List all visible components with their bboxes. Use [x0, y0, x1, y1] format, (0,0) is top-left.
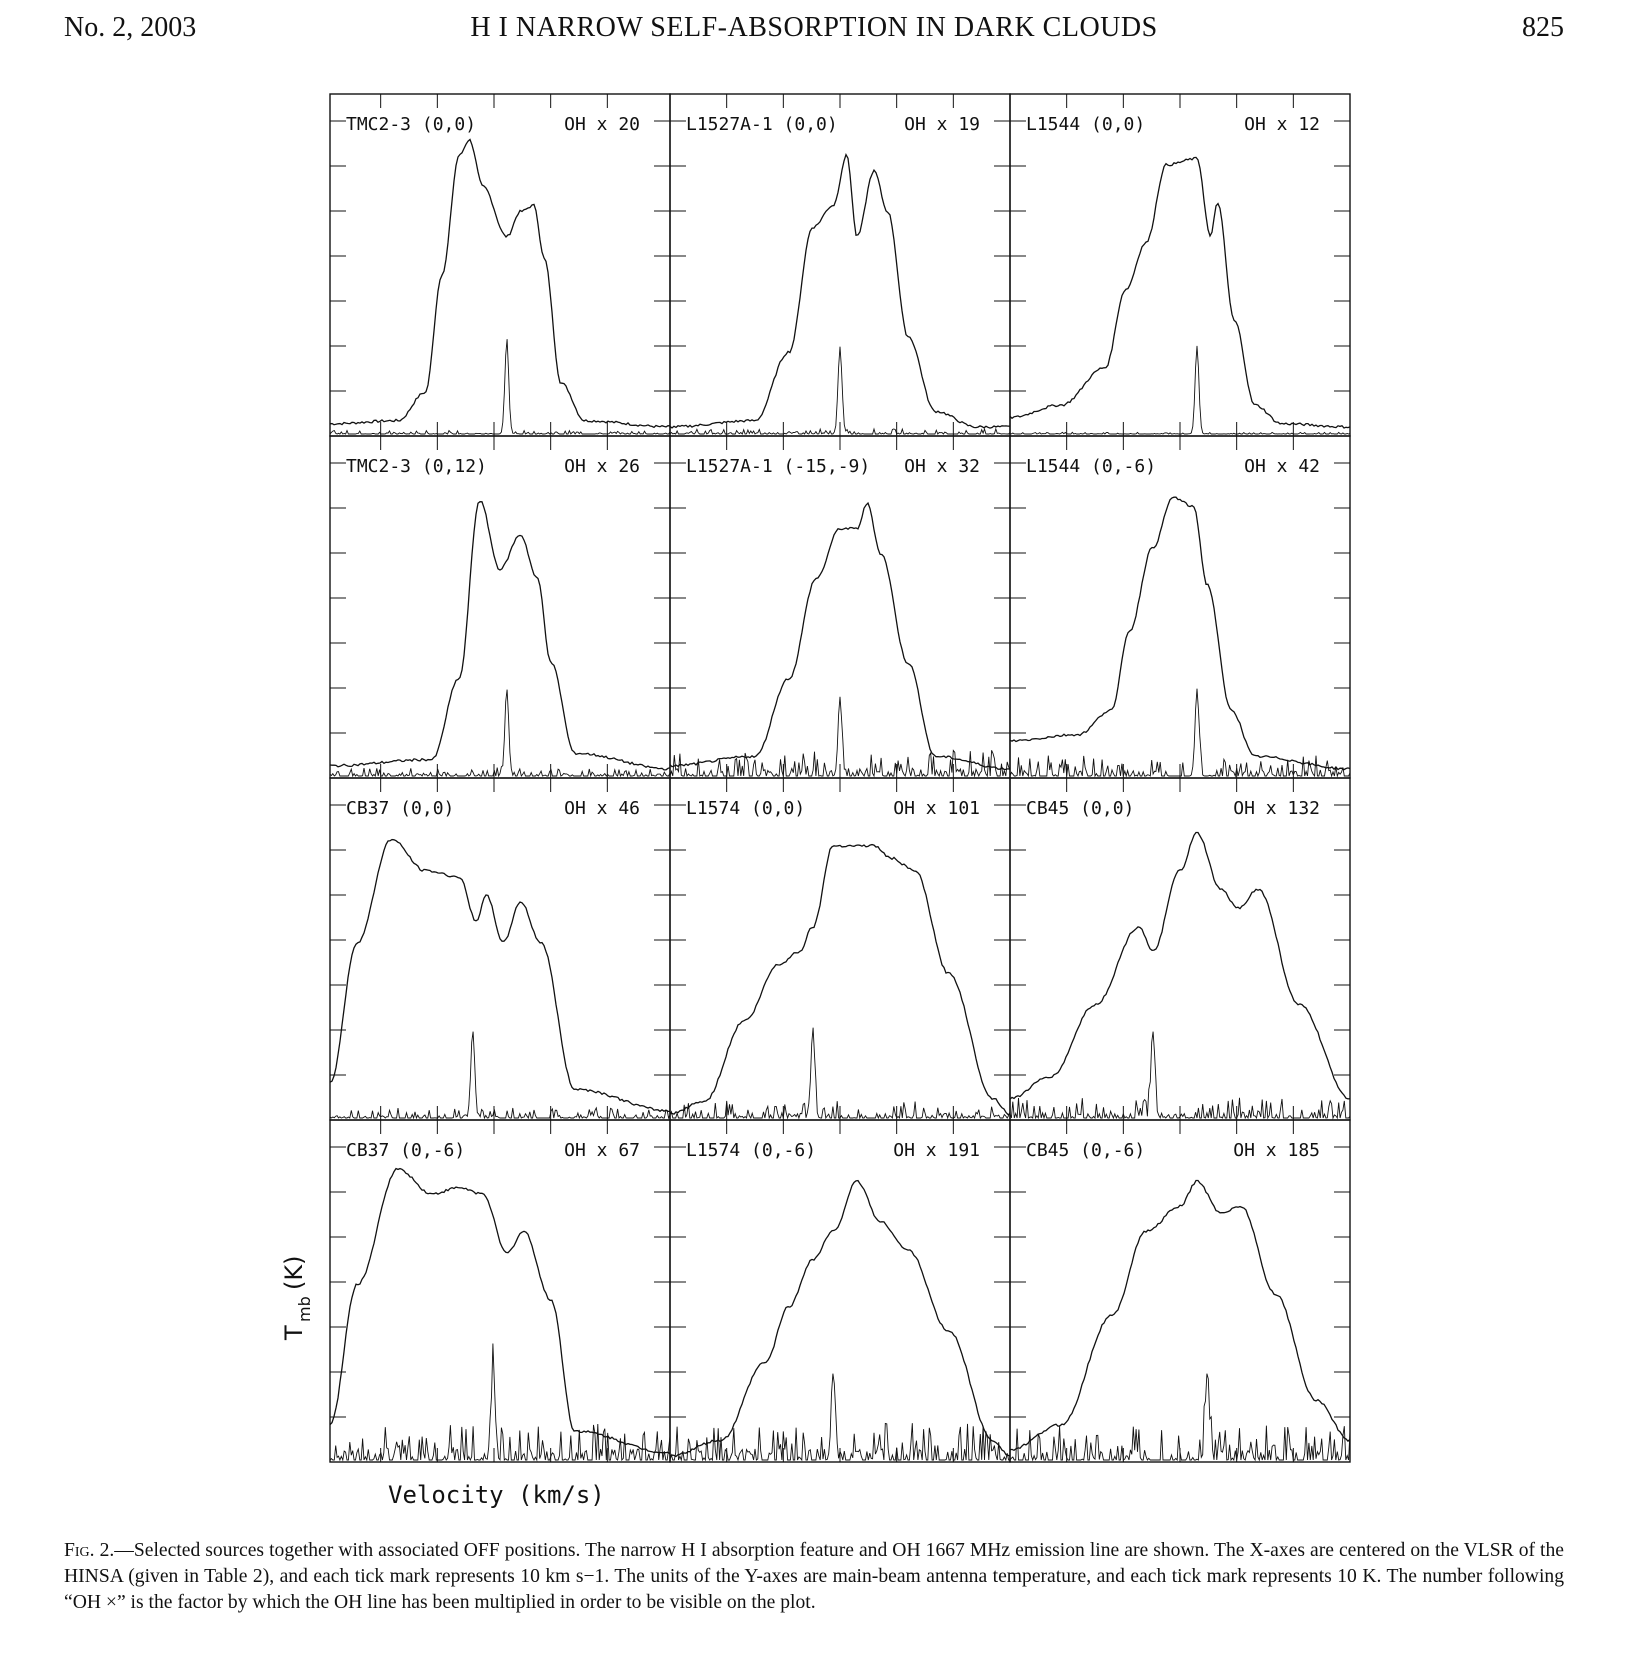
- panel-oh-factor-label: OH x 42: [1244, 456, 1320, 477]
- article-title: H I NARROW SELF-ABSORPTION IN DARK CLOUD…: [470, 12, 1158, 43]
- caption-text: —Selected sources together with associat…: [64, 1540, 1564, 1613]
- hi-profile-line: [1009, 831, 1351, 1100]
- x-axis-label: Velocity (km/s): [388, 1481, 605, 1509]
- panel-oh-factor-label: OH x 19: [904, 114, 980, 135]
- spectrum-panel: L1527A-1 (0,0) OH x 19: [669, 93, 1011, 437]
- panel-source-label: CB37 (0,0): [346, 798, 454, 819]
- panel-frame: [329, 777, 671, 1121]
- hi-profile-line: [329, 138, 671, 429]
- spectrum-panel: TMC2-3 (0,0) OH x 20: [329, 93, 671, 437]
- y-axis-label-main: T: [280, 1325, 308, 1341]
- panel-oh-factor-label: OH x 46: [564, 798, 640, 819]
- hi-profile-line: [329, 1167, 671, 1455]
- panel-frame: [669, 1119, 1011, 1463]
- panel-oh-factor-label: OH x 32: [904, 456, 980, 477]
- oh-emission-line: [1009, 1373, 1351, 1462]
- panel-frame: [1009, 1119, 1351, 1463]
- oh-emission-line: [329, 1031, 671, 1120]
- panel-source-label: L1527A-1 (-15,-9): [686, 456, 870, 477]
- spectrum-panel: TMC2-3 (0,12) OH x 26: [329, 435, 671, 779]
- panel-source-label: CB45 (0,-6): [1026, 1140, 1145, 1161]
- y-axis-label-unit: (K): [280, 1256, 308, 1290]
- oh-emission-line: [329, 1343, 671, 1462]
- panel-source-label: TMC2-3 (0,0): [346, 114, 476, 135]
- oh-emission-line: [329, 689, 671, 778]
- oh-emission-line: [1009, 688, 1351, 778]
- spectrum-panel: CB37 (0,-6) OH x 67: [329, 1119, 671, 1463]
- figure-caption: Fig. 2.—Selected sources together with a…: [64, 1538, 1564, 1616]
- panel-frame: [329, 435, 671, 779]
- panel-oh-factor-label: OH x 191: [893, 1140, 980, 1161]
- hi-profile-line: [329, 501, 671, 771]
- panel-frame: [1009, 435, 1351, 779]
- panel-oh-factor-label: OH x 132: [1233, 798, 1320, 819]
- panel-frame: [329, 93, 671, 437]
- y-axis-label: T mb (K): [280, 1256, 314, 1341]
- spectrum-panel: L1544 (0,0) OH x 12: [1009, 93, 1351, 437]
- page-number: 825: [1522, 12, 1564, 43]
- panel-oh-factor-label: OH x 26: [564, 456, 640, 477]
- panel-source-label: L1544 (0,0): [1026, 114, 1145, 135]
- panel-oh-factor-label: OH x 20: [564, 114, 640, 135]
- spectrum-panel: L1544 (0,-6) OH x 42: [1009, 435, 1351, 779]
- oh-emission-line: [1009, 345, 1351, 435]
- hi-profile-line: [329, 838, 671, 1113]
- hi-profile-line: [669, 153, 1011, 429]
- y-axis-label-sub: mb: [295, 1296, 314, 1322]
- panel-source-label: L1544 (0,-6): [1026, 456, 1156, 477]
- panel-grid: TMC2-3 (0,0) OH x 20 L1527A-1 (0,0) OH x 19…: [329, 93, 1351, 1463]
- panel-frame: [669, 435, 1011, 779]
- hi-profile-line: [1009, 1179, 1351, 1452]
- spectrum-panel: L1574 (0,0) OH x 101: [669, 777, 1011, 1121]
- panel-oh-factor-label: OH x 185: [1233, 1140, 1320, 1161]
- oh-emission-line: [669, 1373, 1010, 1462]
- panel-frame: [1009, 93, 1351, 437]
- oh-emission-line: [329, 339, 671, 435]
- oh-emission-line: [1009, 1031, 1351, 1120]
- oh-emission-line: [669, 1027, 1011, 1120]
- hi-profile-line: [1009, 156, 1351, 429]
- hi-profile-line: [669, 1179, 1011, 1458]
- panel-source-label: TMC2-3 (0,12): [346, 456, 487, 477]
- panel-source-label: L1574 (0,0): [686, 798, 805, 819]
- panel-oh-factor-label: OH x 101: [893, 798, 980, 819]
- panel-oh-factor-label: OH x 12: [1244, 114, 1320, 135]
- oh-emission-line: [669, 696, 1011, 778]
- spectrum-panel: CB37 (0,0) OH x 46: [329, 777, 671, 1121]
- panel-oh-factor-label: OH x 67: [564, 1140, 640, 1161]
- caption-label: Fig. 2.: [64, 1540, 115, 1561]
- panel-frame: [669, 93, 1011, 437]
- spectrum-panel: L1574 (0,-6) OH x 191: [669, 1119, 1011, 1463]
- spectrum-panel: L1527A-1 (-15,-9) OH x 32: [669, 435, 1011, 779]
- panel-source-label: L1527A-1 (0,0): [686, 114, 838, 135]
- hi-profile-line: [1009, 496, 1351, 771]
- panel-source-label: CB45 (0,0): [1026, 798, 1134, 819]
- figure-2-spectra-grid: TMC2-3 (0,0) OH x 20 L1527A-1 (0,0) OH x 19…: [280, 93, 1351, 1509]
- hi-profile-line: [669, 843, 1011, 1116]
- panel-frame: [329, 1119, 671, 1463]
- spectrum-panel: CB45 (0,0) OH x 132: [1009, 777, 1351, 1121]
- panel-frame: [669, 777, 1011, 1121]
- issue-label: No. 2, 2003: [64, 12, 197, 43]
- running-head: No. 2, 2003 H I NARROW SELF-ABSORPTION I…: [64, 12, 1564, 52]
- hi-profile-line: [669, 501, 1011, 771]
- oh-emission-line: [669, 346, 1011, 435]
- panel-source-label: CB37 (0,-6): [346, 1140, 465, 1161]
- spectrum-panel: CB45 (0,-6) OH x 185: [1009, 1119, 1351, 1463]
- panel-source-label: L1574 (0,-6): [686, 1140, 816, 1161]
